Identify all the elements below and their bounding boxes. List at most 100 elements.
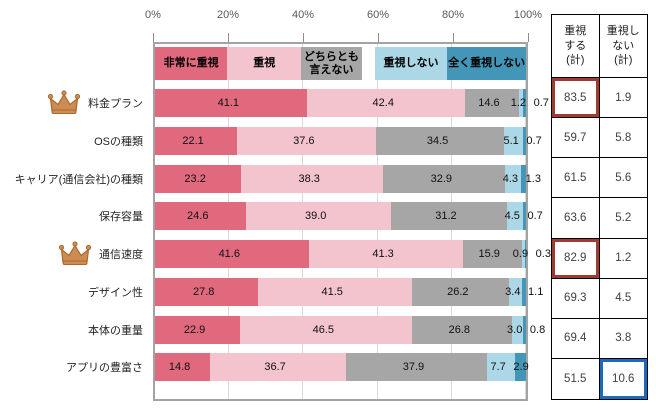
bar-segment <box>521 240 525 269</box>
summary-cell-agree: 59.7 <box>552 118 600 159</box>
summary-column-header-agree: 重視 する (計) <box>552 15 600 78</box>
plot-area: 非常に重視 重視 どちらとも 言えない 重視しない 全く重視しない 41.1 42.4 14.… <box>153 42 551 401</box>
bar-segment <box>258 277 413 306</box>
bar-row: 41.6 41.3 15.9 0.9 0.3 <box>155 240 551 269</box>
value-label: 26.2 <box>447 285 469 298</box>
value-label: 1.3 <box>525 172 541 185</box>
category-row: 保存容量 <box>0 202 149 230</box>
value-label: 26.8 <box>448 323 470 336</box>
bar-segment <box>155 315 240 344</box>
category-row: 通信速度 <box>0 240 149 268</box>
value-label: 22.9 <box>183 323 206 336</box>
value-label: 0.9 <box>512 248 529 261</box>
value-label: 1.1 <box>528 285 544 298</box>
value-label: 0.3 <box>535 248 551 261</box>
value-label: 24.6 <box>187 210 209 223</box>
bar-segment <box>412 277 510 306</box>
x-axis-tick-label: 20% <box>216 9 240 21</box>
bar-row: 41.1 42.4 14.6 1.2 0.7 <box>155 89 549 117</box>
legend-item: 非常に重視 <box>155 47 228 80</box>
legend-item: 全く重視しない <box>447 47 526 80</box>
bar-segment <box>155 353 210 382</box>
summary-cell-agree: 83.5 <box>552 78 600 119</box>
bar-segment <box>155 277 259 306</box>
bar-segment <box>246 202 391 231</box>
bar-segment <box>524 240 526 269</box>
value-label: 7.7 <box>490 361 506 374</box>
value-label: 38.3 <box>298 172 320 185</box>
bar-segment <box>307 89 465 117</box>
bar-row: 22.1 37.6 34.5 5.1 0.7 <box>155 126 542 155</box>
value-label: 1.2 <box>510 97 527 109</box>
bar-segment <box>506 202 524 231</box>
bar-row: 27.8 41.5 26.2 3.4 1.1 <box>155 277 543 306</box>
value-label: 41.5 <box>321 285 343 298</box>
bar-segment <box>239 315 413 344</box>
value-label: 39.0 <box>305 210 327 223</box>
value-label: 36.7 <box>264 361 286 374</box>
summary-cell-agree: 51.5 <box>552 358 600 399</box>
value-label: 4.3 <box>502 172 519 185</box>
category-label: アプリの豊富さ <box>66 362 143 375</box>
category-label: OSの種類 <box>94 135 143 148</box>
bar-row: 22.9 46.5 26.8 3.0 0.8 <box>155 315 545 344</box>
value-label: 22.1 <box>182 134 204 147</box>
x-axis-tick <box>528 33 529 42</box>
bar-segment <box>383 164 506 193</box>
x-axis-tick-label: 80% <box>441 9 465 21</box>
summary-cell-agree: 82.9 <box>552 238 600 279</box>
value-label: 34.5 <box>426 134 449 147</box>
value-label: 3.0 <box>507 323 523 336</box>
legend-item: 重視 <box>227 47 302 80</box>
bar-segment <box>523 315 526 344</box>
category-row: デザイン性 <box>0 278 149 306</box>
crown-icon <box>47 90 81 114</box>
bar-row: 24.6 39.0 31.2 4.5 0.7 <box>155 202 543 231</box>
value-label: 46.5 <box>312 323 335 336</box>
summary-table: 重視 する (計) 重視し ない (計) 83.5 1.9 59.7 5.8 61.5 5… <box>551 14 648 400</box>
bar-segment <box>236 126 377 155</box>
category-row: アプリの豊富さ <box>0 353 149 381</box>
value-label: 5.1 <box>503 134 519 147</box>
summary-cell-agree: 69.3 <box>552 278 600 319</box>
bar-segment <box>521 164 526 193</box>
summary-cell-agree: 63.6 <box>552 198 600 239</box>
value-label: 23.2 <box>184 172 206 185</box>
category-row: OSの種類 <box>0 127 149 155</box>
value-label: 32.9 <box>430 172 453 185</box>
value-label: 41.3 <box>372 248 394 261</box>
category-label: 本体の重量 <box>88 324 143 337</box>
summary-cell-disagree: 4.5 <box>599 279 647 319</box>
value-label: 2.9 <box>513 361 529 374</box>
value-label: 41.1 <box>217 97 240 109</box>
summary-cell-disagree: 3.8 <box>599 319 647 359</box>
summary-cell-disagree: 5.8 <box>599 118 647 159</box>
bar-segment <box>509 277 522 306</box>
bar-segment <box>505 164 522 193</box>
value-label: 4.5 <box>504 210 520 223</box>
value-label: 42.4 <box>372 97 394 109</box>
x-axis-tick <box>378 33 379 42</box>
bar-segment <box>464 89 519 117</box>
legend-item: 重視しない <box>374 47 448 80</box>
value-label: 37.6 <box>293 134 315 147</box>
value-label: 27.8 <box>192 285 215 298</box>
category-label: デザイン性 <box>88 286 143 299</box>
bar-segment <box>155 164 242 193</box>
summary-cell-agree: 69.4 <box>552 318 600 359</box>
category-row: 料金プラン <box>0 89 149 117</box>
summary-cell-disagree: 1.9 <box>599 78 647 119</box>
bar-row: 23.2 38.3 32.9 4.3 1.3 <box>155 164 541 193</box>
x-axis-tick-label: 0% <box>145 9 161 21</box>
bar-segment <box>155 202 247 231</box>
bar-segment <box>462 240 522 269</box>
bar-segment <box>518 89 524 117</box>
crown-icon <box>58 241 92 266</box>
bar-segment <box>376 126 505 155</box>
value-label: 0.7 <box>527 210 543 223</box>
value-label: 41.6 <box>218 248 240 261</box>
x-axis-tick <box>153 33 154 42</box>
bar-row: 14.8 36.7 37.9 7.7 2.9 <box>155 353 529 382</box>
bar-segment <box>504 126 524 155</box>
bar-segment <box>515 353 526 382</box>
